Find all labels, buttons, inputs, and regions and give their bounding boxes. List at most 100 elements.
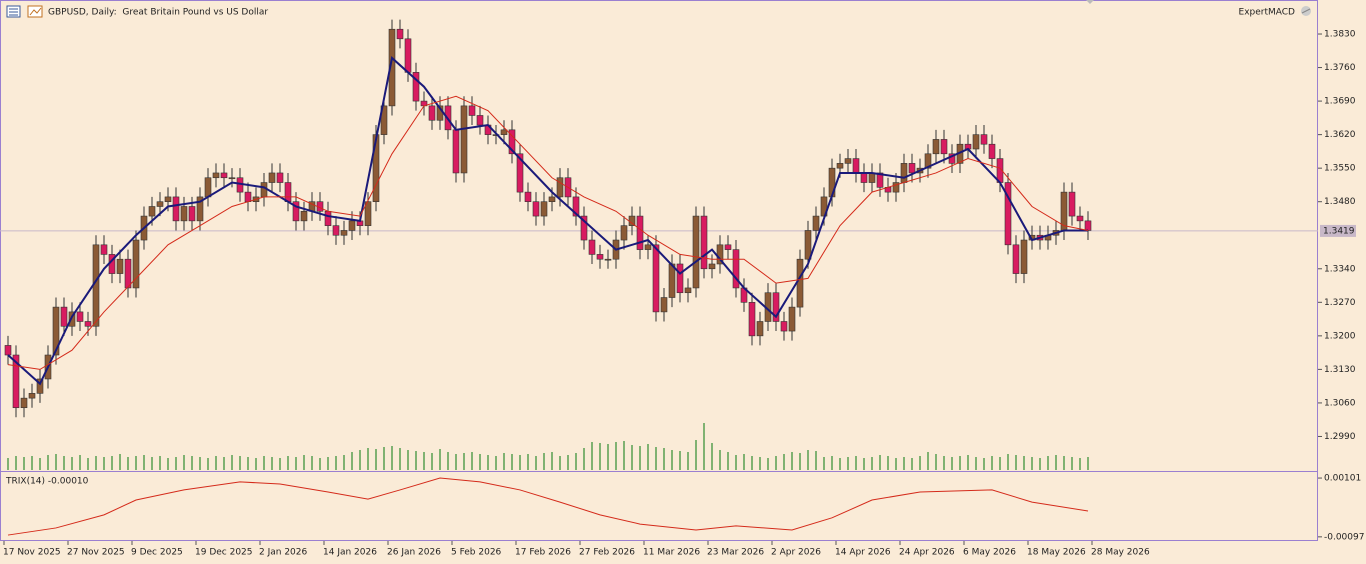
candle-body xyxy=(340,230,348,236)
candle-body xyxy=(636,215,644,250)
candle-body xyxy=(932,139,940,155)
candle-body xyxy=(172,196,180,222)
current-price-label: 1.3419 xyxy=(1323,226,1355,236)
x-tick-label: 2 Jan 2026 xyxy=(259,548,307,558)
candle-body xyxy=(788,306,796,332)
candle-body xyxy=(388,28,396,107)
candle-body xyxy=(132,239,140,289)
plot-frame xyxy=(0,0,1318,541)
candle-body xyxy=(1020,239,1028,274)
x-tick-label: 26 Jan 2026 xyxy=(387,548,441,558)
candle-body xyxy=(940,139,948,155)
candle-body xyxy=(268,172,276,183)
x-tick-label: 18 May 2026 xyxy=(1027,548,1086,558)
candle-body xyxy=(124,258,132,289)
x-tick-label: 24 Apr 2026 xyxy=(899,548,955,558)
y-tick-label: 1.3130 xyxy=(1324,365,1356,375)
shift-marker xyxy=(1086,0,1094,4)
x-tick-label: 5 Feb 2026 xyxy=(451,548,502,558)
candle-body xyxy=(604,258,612,261)
candle-body xyxy=(100,244,108,255)
candle-body xyxy=(276,172,284,183)
candle-body xyxy=(772,292,780,322)
candle-body xyxy=(148,206,156,217)
candle-body xyxy=(812,215,820,231)
candle-body xyxy=(1084,220,1092,231)
candle-body xyxy=(692,215,700,289)
candle-body xyxy=(980,134,988,145)
candle-body xyxy=(68,311,76,327)
candle-body xyxy=(372,134,380,203)
candle-body xyxy=(708,263,716,270)
y-tick-label: 1.3480 xyxy=(1324,197,1356,207)
candle-body xyxy=(380,105,388,135)
candle-body xyxy=(804,230,812,260)
candle-body xyxy=(180,206,188,222)
candle-body xyxy=(332,225,340,236)
y-tick-label: 1.3760 xyxy=(1324,63,1356,73)
x-tick-label: 9 Dec 2025 xyxy=(131,548,183,558)
candle-body xyxy=(844,158,852,164)
candle-body xyxy=(284,182,292,203)
candle-body xyxy=(156,201,164,207)
candle-body xyxy=(20,397,28,409)
candle-body xyxy=(868,172,876,183)
indicator-title: TRIX(14) -0.00010 xyxy=(5,477,89,487)
candle-body xyxy=(324,210,332,226)
candle-body xyxy=(596,254,604,260)
candle-body xyxy=(532,201,540,217)
candle-body xyxy=(116,258,124,274)
candle-body xyxy=(428,105,436,121)
x-tick-label: 27 Feb 2026 xyxy=(579,548,635,558)
candle-body xyxy=(404,38,412,73)
x-tick-label: 28 May 2026 xyxy=(1091,548,1150,558)
candle-body xyxy=(620,225,628,241)
candle-body xyxy=(12,354,20,409)
candle-body xyxy=(476,115,484,126)
candle-body xyxy=(516,153,524,193)
x-tick-label: 17 Nov 2025 xyxy=(3,548,61,558)
y-tick-label: -0.00097 xyxy=(1324,532,1364,542)
candle-body xyxy=(292,201,300,222)
candle-body xyxy=(84,321,92,327)
candle-body xyxy=(196,196,204,222)
y-tick-label: 1.3270 xyxy=(1324,298,1356,308)
candle-body xyxy=(460,105,468,174)
candle-body xyxy=(4,345,12,356)
candle-body xyxy=(988,143,996,159)
candle-body xyxy=(244,191,252,203)
menu-icon[interactable] xyxy=(6,5,21,18)
candle-body xyxy=(228,177,236,180)
indicator-line xyxy=(7,56,1088,386)
chart-icon[interactable] xyxy=(27,5,43,18)
x-tick-label: 6 May 2026 xyxy=(963,548,1016,558)
candle-body xyxy=(500,129,508,135)
x-tick-label: 11 Mar 2026 xyxy=(643,548,700,558)
candle-body xyxy=(548,196,556,203)
expert-icon[interactable] xyxy=(1301,6,1311,16)
x-tick-label: 17 Feb 2026 xyxy=(515,548,571,558)
y-tick-label: 1.2990 xyxy=(1324,432,1356,442)
candle-body xyxy=(860,172,868,183)
candle-body xyxy=(76,311,84,322)
candle-body xyxy=(572,196,580,217)
candle-body xyxy=(908,163,916,174)
candle-body xyxy=(588,239,596,255)
candle-body xyxy=(28,393,36,399)
candle-body xyxy=(652,244,660,313)
y-tick-label: 1.3620 xyxy=(1324,130,1356,140)
candle-body xyxy=(60,306,68,327)
candle-body xyxy=(1004,182,1012,246)
y-tick-label: 1.3550 xyxy=(1324,164,1356,174)
y-tick-label: 1.3690 xyxy=(1324,97,1356,107)
candle-body xyxy=(188,206,196,222)
candle-body xyxy=(540,201,548,217)
y-tick-label: 1.3340 xyxy=(1324,264,1356,274)
candle-body xyxy=(876,172,884,188)
candle-body xyxy=(724,244,732,250)
candle-body xyxy=(732,249,740,289)
candle-body xyxy=(972,134,980,150)
candle-body xyxy=(756,321,764,337)
